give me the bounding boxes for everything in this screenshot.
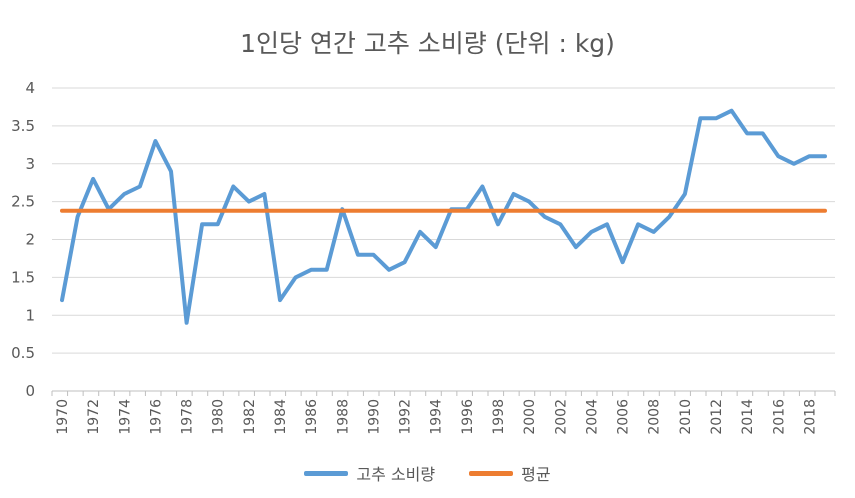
x-tick-label: 1980	[211, 399, 227, 435]
x-tick-label: 1984	[273, 399, 289, 435]
x-tick-label: 1972	[86, 399, 102, 435]
y-tick-label: 3.5	[11, 117, 35, 135]
x-tick-label: 2008	[647, 399, 663, 435]
legend-item-series-1: 평균	[469, 461, 551, 485]
x-tick-label: 1976	[148, 399, 164, 435]
x-tick-label: 2010	[678, 399, 694, 435]
x-tick-label: 1990	[366, 399, 382, 435]
x-tick-label: 1974	[117, 399, 133, 435]
x-tick-label: 1970	[55, 399, 71, 435]
y-tick-label: 3	[25, 155, 35, 173]
legend-swatch-series-1	[469, 470, 514, 476]
legend-item-series-0: 고추 소비량	[304, 461, 435, 485]
x-tick-label: 1978	[180, 399, 196, 435]
legend-label-series-0: 고추 소비량	[356, 465, 436, 484]
legend: 고추 소비량 평균	[0, 461, 855, 485]
x-tick-label: 1994	[429, 399, 445, 435]
x-tick-label: 1986	[304, 399, 320, 435]
y-tick-label: 1	[25, 306, 35, 324]
x-tick-label: 2006	[616, 399, 632, 435]
x-tick-label: 2002	[553, 399, 569, 435]
x-tick-label: 1982	[242, 399, 258, 435]
series-line-0	[60, 108, 827, 325]
chart-title: 1인당 연간 고추 소비량 (단위 : kg)	[240, 29, 615, 58]
y-tick-label: 0.5	[11, 344, 35, 362]
y-tick-label: 2	[25, 231, 35, 249]
x-tick-label: 2004	[584, 399, 600, 435]
x-tick-label: 2000	[522, 399, 538, 435]
y-tick-label: 1.5	[11, 268, 35, 286]
x-tick-label: 2018	[802, 399, 818, 435]
x-tick-label: 2016	[771, 399, 787, 435]
y-tick-label: 2.5	[11, 193, 35, 211]
y-tick-label: 4	[25, 79, 35, 97]
y-tick-label: 0	[25, 382, 35, 400]
x-tick-label: 1992	[398, 399, 414, 435]
x-tick-label: 1996	[460, 399, 476, 435]
legend-label-series-1: 평균	[521, 465, 551, 484]
legend-swatch-series-0	[304, 470, 349, 476]
x-tick-label: 1998	[491, 399, 507, 435]
x-tick-label: 1988	[335, 399, 351, 435]
x-tick-label: 2012	[709, 399, 725, 435]
x-tick-label: 2014	[740, 399, 756, 435]
